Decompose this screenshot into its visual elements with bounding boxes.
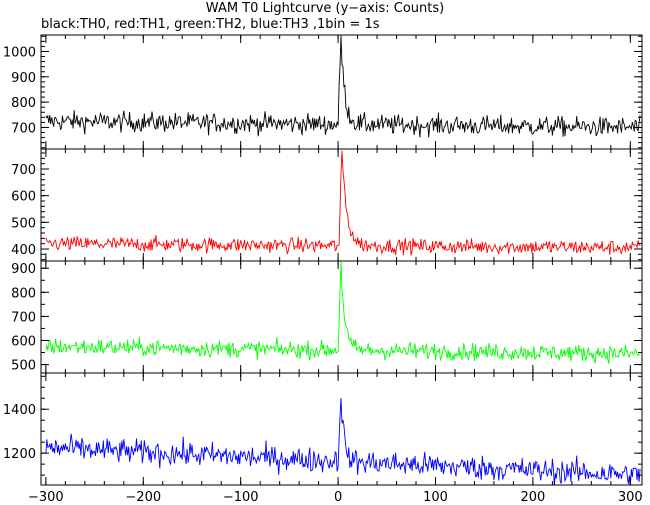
y-tick-label: 700 (11, 121, 36, 136)
x-tick-label: −300 (28, 490, 64, 505)
y-tick-label: 600 (11, 334, 36, 349)
series-line-th1 (45, 150, 641, 256)
y-tick-label: 500 (11, 359, 36, 374)
chart-title: WAM T0 Lightcurve (y−axis: Counts) (205, 1, 445, 16)
x-tick-label: 100 (423, 490, 448, 505)
x-tick-label: 200 (520, 490, 545, 505)
series-line-th3 (45, 397, 641, 485)
y-tick-label: 800 (11, 286, 36, 301)
x-tick-label: −100 (223, 490, 259, 505)
panel-frame-th3 (40, 372, 643, 486)
y-tick-label: 900 (11, 262, 36, 277)
y-tick-label: 700 (11, 310, 36, 325)
y-tick-label: 1200 (3, 447, 36, 462)
series-line-th2 (45, 261, 641, 364)
y-tick-label: 800 (11, 96, 36, 111)
y-tick-label: 500 (11, 216, 36, 231)
x-tick-label: 300 (618, 490, 643, 505)
y-tick-label: 1400 (3, 403, 36, 418)
y-tick-label: 1000 (3, 45, 36, 60)
chart-subtitle: black:TH0, red:TH1, green:TH2, blue:TH3 … (41, 17, 380, 32)
y-tick-label: 400 (11, 243, 36, 258)
y-tick-label: 900 (11, 71, 36, 86)
x-tick-label: −200 (125, 490, 161, 505)
x-tick-label: 0 (334, 490, 342, 505)
y-tick-label: 600 (11, 190, 36, 205)
series-line-th0 (45, 35, 641, 138)
y-tick-label: 700 (11, 163, 36, 178)
